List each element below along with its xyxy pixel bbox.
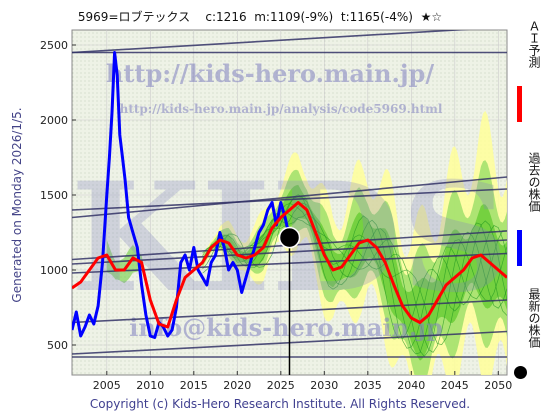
x-tick-label: 2030 bbox=[310, 379, 338, 392]
legend: ＡＩ予測 過去の株価 最新の株価 bbox=[514, 20, 544, 400]
legend-latest-label: 最新の株価 bbox=[527, 288, 541, 348]
legend-latest-price: 最新の株価 bbox=[514, 288, 544, 400]
legend-ai-forecast: ＡＩ予測 bbox=[514, 20, 544, 130]
x-tick-label: 2015 bbox=[180, 379, 208, 392]
trend-line bbox=[72, 176, 507, 219]
y-tick-label: 1500 bbox=[40, 189, 68, 202]
median-price: m:1109(-9%) bbox=[254, 10, 334, 24]
y-tick-label: 1000 bbox=[40, 264, 68, 277]
legend-ai-swatch bbox=[517, 86, 522, 122]
rating-stars: ★☆ bbox=[420, 10, 443, 24]
forecast-band-inner bbox=[202, 184, 507, 361]
chart-header: 5969=ロブテックス c:1216 m:1109(-9%) t:1165(-4… bbox=[0, 8, 520, 25]
target-price: t:1165(-4%) bbox=[340, 10, 413, 24]
simulation-line bbox=[202, 196, 507, 345]
x-tick-label: 2025 bbox=[267, 379, 295, 392]
y-tick-label: 500 bbox=[47, 339, 68, 352]
trend-line bbox=[72, 188, 507, 211]
latest-point-marker bbox=[278, 226, 301, 249]
simulation-line bbox=[202, 210, 507, 357]
copyright-footer: Copyright (c) Kids-Hero Research Institu… bbox=[89, 397, 471, 411]
x-tick-label: 2020 bbox=[223, 379, 251, 392]
watermark-url-main: http://kids-hero.main.jp/ bbox=[106, 59, 434, 88]
x-tick-label: 2005 bbox=[93, 379, 121, 392]
legend-past-label: 過去の株価 bbox=[527, 152, 541, 212]
axes: 2005 2010 2015 2020 2025 2030 2035 2040 2045 2050… bbox=[40, 39, 512, 392]
y-tick-label: 2500 bbox=[40, 39, 68, 52]
series-past-price bbox=[72, 51, 291, 339]
stock-code-name: 5969=ロブテックス bbox=[77, 10, 191, 24]
legend-past-price: 過去の株価 bbox=[514, 152, 544, 272]
series-ai-forecast bbox=[72, 201, 507, 329]
simulation-line bbox=[202, 194, 507, 340]
close-price: c:1216 bbox=[205, 10, 247, 24]
series-layer bbox=[72, 51, 507, 339]
generated-date-text: Generated on Monday 2026/1/5. bbox=[10, 107, 24, 303]
legend-ai-label: ＡＩ予測 bbox=[527, 20, 541, 68]
legend-past-swatch bbox=[517, 230, 522, 266]
x-tick-label: 2040 bbox=[397, 379, 425, 392]
watermark-url-analysis: http://kids-hero.main.jp/analysis/code59… bbox=[120, 102, 443, 116]
x-tick-label: 2050 bbox=[484, 379, 512, 392]
generated-date-label: Generated on Monday 2026/1/5. bbox=[2, 60, 32, 350]
simulation-line bbox=[202, 202, 507, 349]
y-tick-label: 2000 bbox=[40, 114, 68, 127]
x-tick-label: 2045 bbox=[441, 379, 469, 392]
x-tick-label: 2035 bbox=[354, 379, 382, 392]
trend-line bbox=[72, 30, 470, 54]
latest-marker-layer bbox=[278, 226, 301, 375]
legend-latest-dot bbox=[514, 366, 527, 379]
x-tick-label: 2010 bbox=[136, 379, 164, 392]
